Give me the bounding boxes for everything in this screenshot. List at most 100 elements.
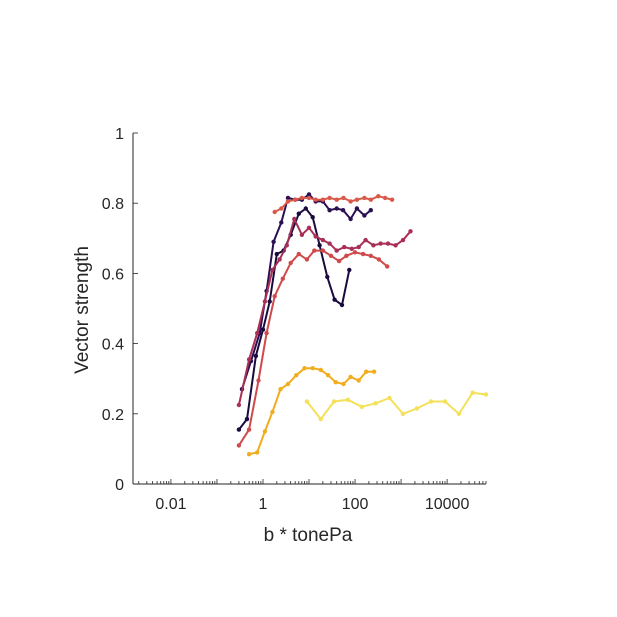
data-point [313,234,318,239]
series-3 [236,216,413,408]
data-point [279,220,284,225]
data-point [306,195,312,201]
data-point [348,374,353,380]
data-point [260,327,266,332]
data-point [292,216,297,222]
series-1 [236,206,352,432]
series-line [248,367,375,456]
data-point [341,381,346,387]
data-point [255,330,260,336]
x-tick-label: 100 [342,496,369,513]
data-point [280,276,285,281]
data-point [244,416,250,422]
data-point [362,195,367,201]
data-point [320,237,326,243]
data-point [318,367,323,373]
data-point [376,257,382,262]
data-point [368,208,373,213]
data-point [348,216,353,222]
data-point [236,402,242,408]
data-point [363,237,368,243]
data-point [294,373,299,378]
data-point [371,369,377,374]
data-point [354,197,360,202]
x-tick-label: 1 [259,496,268,513]
data-point [299,232,305,237]
data-point [304,399,310,404]
data-point [318,416,323,422]
data-point [302,366,307,371]
data-point [348,199,353,204]
data-point [306,225,312,230]
data-point [277,257,282,262]
data-point [272,209,277,215]
series-5 [272,194,395,215]
data-point [279,206,284,211]
y-tick-label: 0.6 [102,266,124,283]
data-point [320,248,326,253]
data-point [331,399,337,404]
data-point [274,251,279,257]
data-point [387,395,392,401]
data-point [296,251,301,257]
data-point [313,197,318,202]
data-point [293,197,298,202]
data-point [356,244,361,250]
data-point [349,246,354,251]
data-point [328,253,334,258]
series-line [237,218,412,406]
series-line [238,249,388,446]
data-point [385,264,390,269]
data-point [371,243,376,248]
y-tick-label: 0 [115,477,124,494]
data-point [385,241,391,246]
data-point [317,243,322,248]
data-point [378,241,383,246]
data-point [284,243,289,248]
data-point [354,206,360,211]
data-point [306,192,312,197]
data-point [312,248,317,253]
data-point [304,257,310,262]
data-point [288,260,293,266]
data-point [334,248,339,253]
data-point [310,366,315,371]
axes: 0.01 1 100 10000 0 0.2 0.4 0.6 0.8 1 [102,126,487,513]
data-point [299,195,305,201]
data-point [270,409,275,415]
data-point [327,195,332,201]
data-point [334,206,339,211]
data-point [414,406,419,411]
data-point [340,208,346,213]
data-point [285,199,291,204]
data-point [359,404,364,409]
data-point [336,258,342,264]
data-point [262,299,268,304]
y-tick-label: 0.2 [102,407,124,424]
data-point [303,206,308,211]
y-tick-label: 0.4 [102,337,124,354]
data-point [246,452,252,457]
data-point [389,197,395,202]
x-axis-label: b * tonePa [264,525,353,546]
data-point [270,267,275,273]
data-point [400,411,406,416]
data-point [310,215,315,220]
data-point [285,195,291,201]
data-point [362,213,367,218]
data-point [285,381,291,387]
data-point [334,197,339,202]
y-tick-label: 0.8 [102,196,124,213]
data-point [483,392,489,397]
data-point [356,378,361,383]
data-point [333,380,338,385]
data-point [236,443,242,448]
data-point [332,297,337,302]
data-point [382,195,388,201]
data-point [327,208,332,213]
data-point [278,387,283,392]
data-point [264,330,269,336]
data-point [368,197,373,202]
data-point [327,241,332,246]
